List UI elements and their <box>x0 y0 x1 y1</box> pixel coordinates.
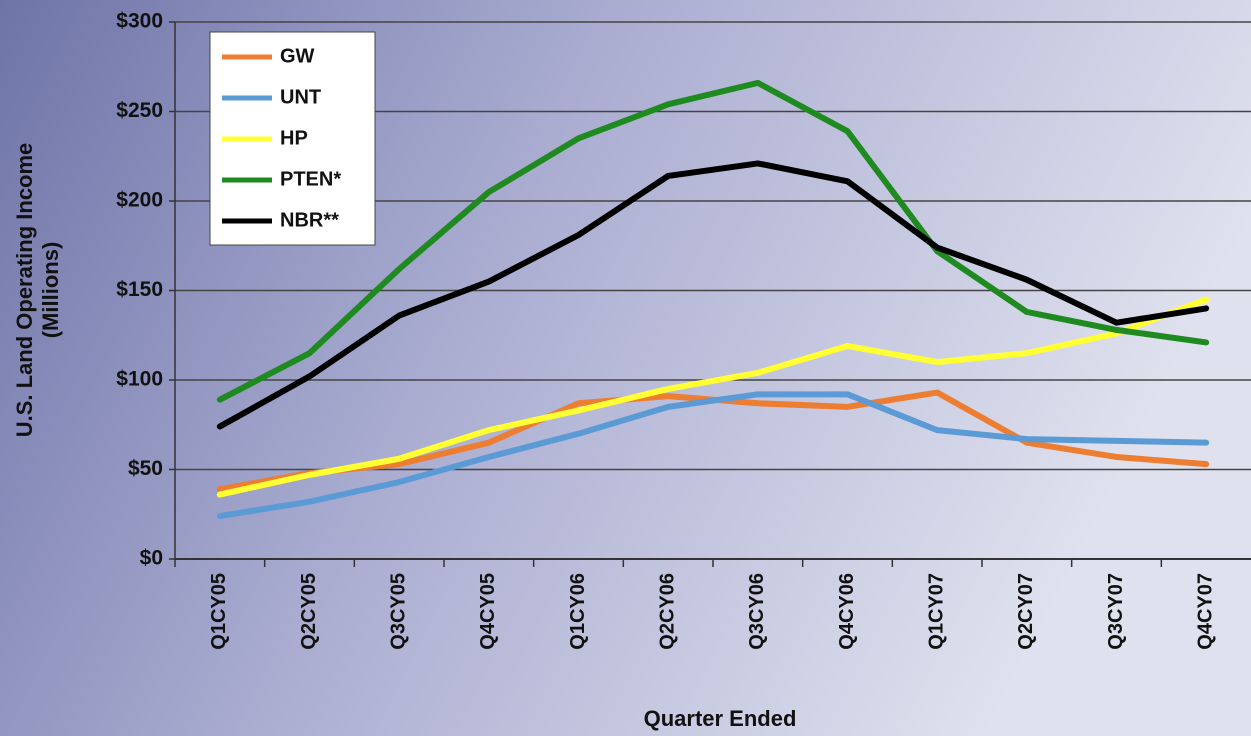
legend-label: NBR** <box>280 209 339 231</box>
y-tick-label: $0 <box>140 547 163 570</box>
legend-label: PTEN* <box>280 168 341 190</box>
x-tick-label: Q1CY06 <box>567 573 589 650</box>
x-tick-label: Q3CY05 <box>387 573 409 650</box>
y-tick-label: $100 <box>116 368 163 391</box>
y-tick-label: $200 <box>116 189 163 212</box>
series-line <box>216 391 1210 520</box>
series-line <box>216 160 1210 430</box>
x-tick-label: Q3CY07 <box>1105 573 1127 650</box>
x-tick-label: Q4CY07 <box>1194 573 1216 650</box>
series-line <box>216 79 1210 403</box>
x-axis-label: Quarter Ended <box>644 706 797 731</box>
x-tick-label: Q1CY05 <box>208 573 230 650</box>
y-tick-label: $250 <box>116 99 163 122</box>
x-tick-label: Q2CY05 <box>298 573 320 650</box>
legend-label: HP <box>280 127 308 149</box>
series-line <box>216 296 1210 498</box>
x-tick-label: Q4CY05 <box>477 573 499 650</box>
x-tick-label: Q2CY07 <box>1015 573 1037 650</box>
y-axis-label: U.S. Land Operating Income (Millions) <box>12 143 63 438</box>
y-tick-label: $300 <box>116 10 163 33</box>
x-tick-label: Q2CY06 <box>656 573 678 650</box>
y-axis-label-line: (Millions) <box>38 242 63 339</box>
legend-label: GW <box>280 45 315 67</box>
y-tick-label: $150 <box>116 278 163 301</box>
y-axis-label-line: U.S. Land Operating Income <box>12 143 37 438</box>
legend: GW UNT HP PTEN* NBR** <box>209 31 376 246</box>
x-tick-label: Q3CY06 <box>746 573 768 650</box>
legend-label: UNT <box>280 86 321 108</box>
y-tick-label: $50 <box>128 457 163 480</box>
x-tick-label: Q4CY06 <box>836 573 858 650</box>
x-tick-label: Q1CY07 <box>925 573 947 650</box>
